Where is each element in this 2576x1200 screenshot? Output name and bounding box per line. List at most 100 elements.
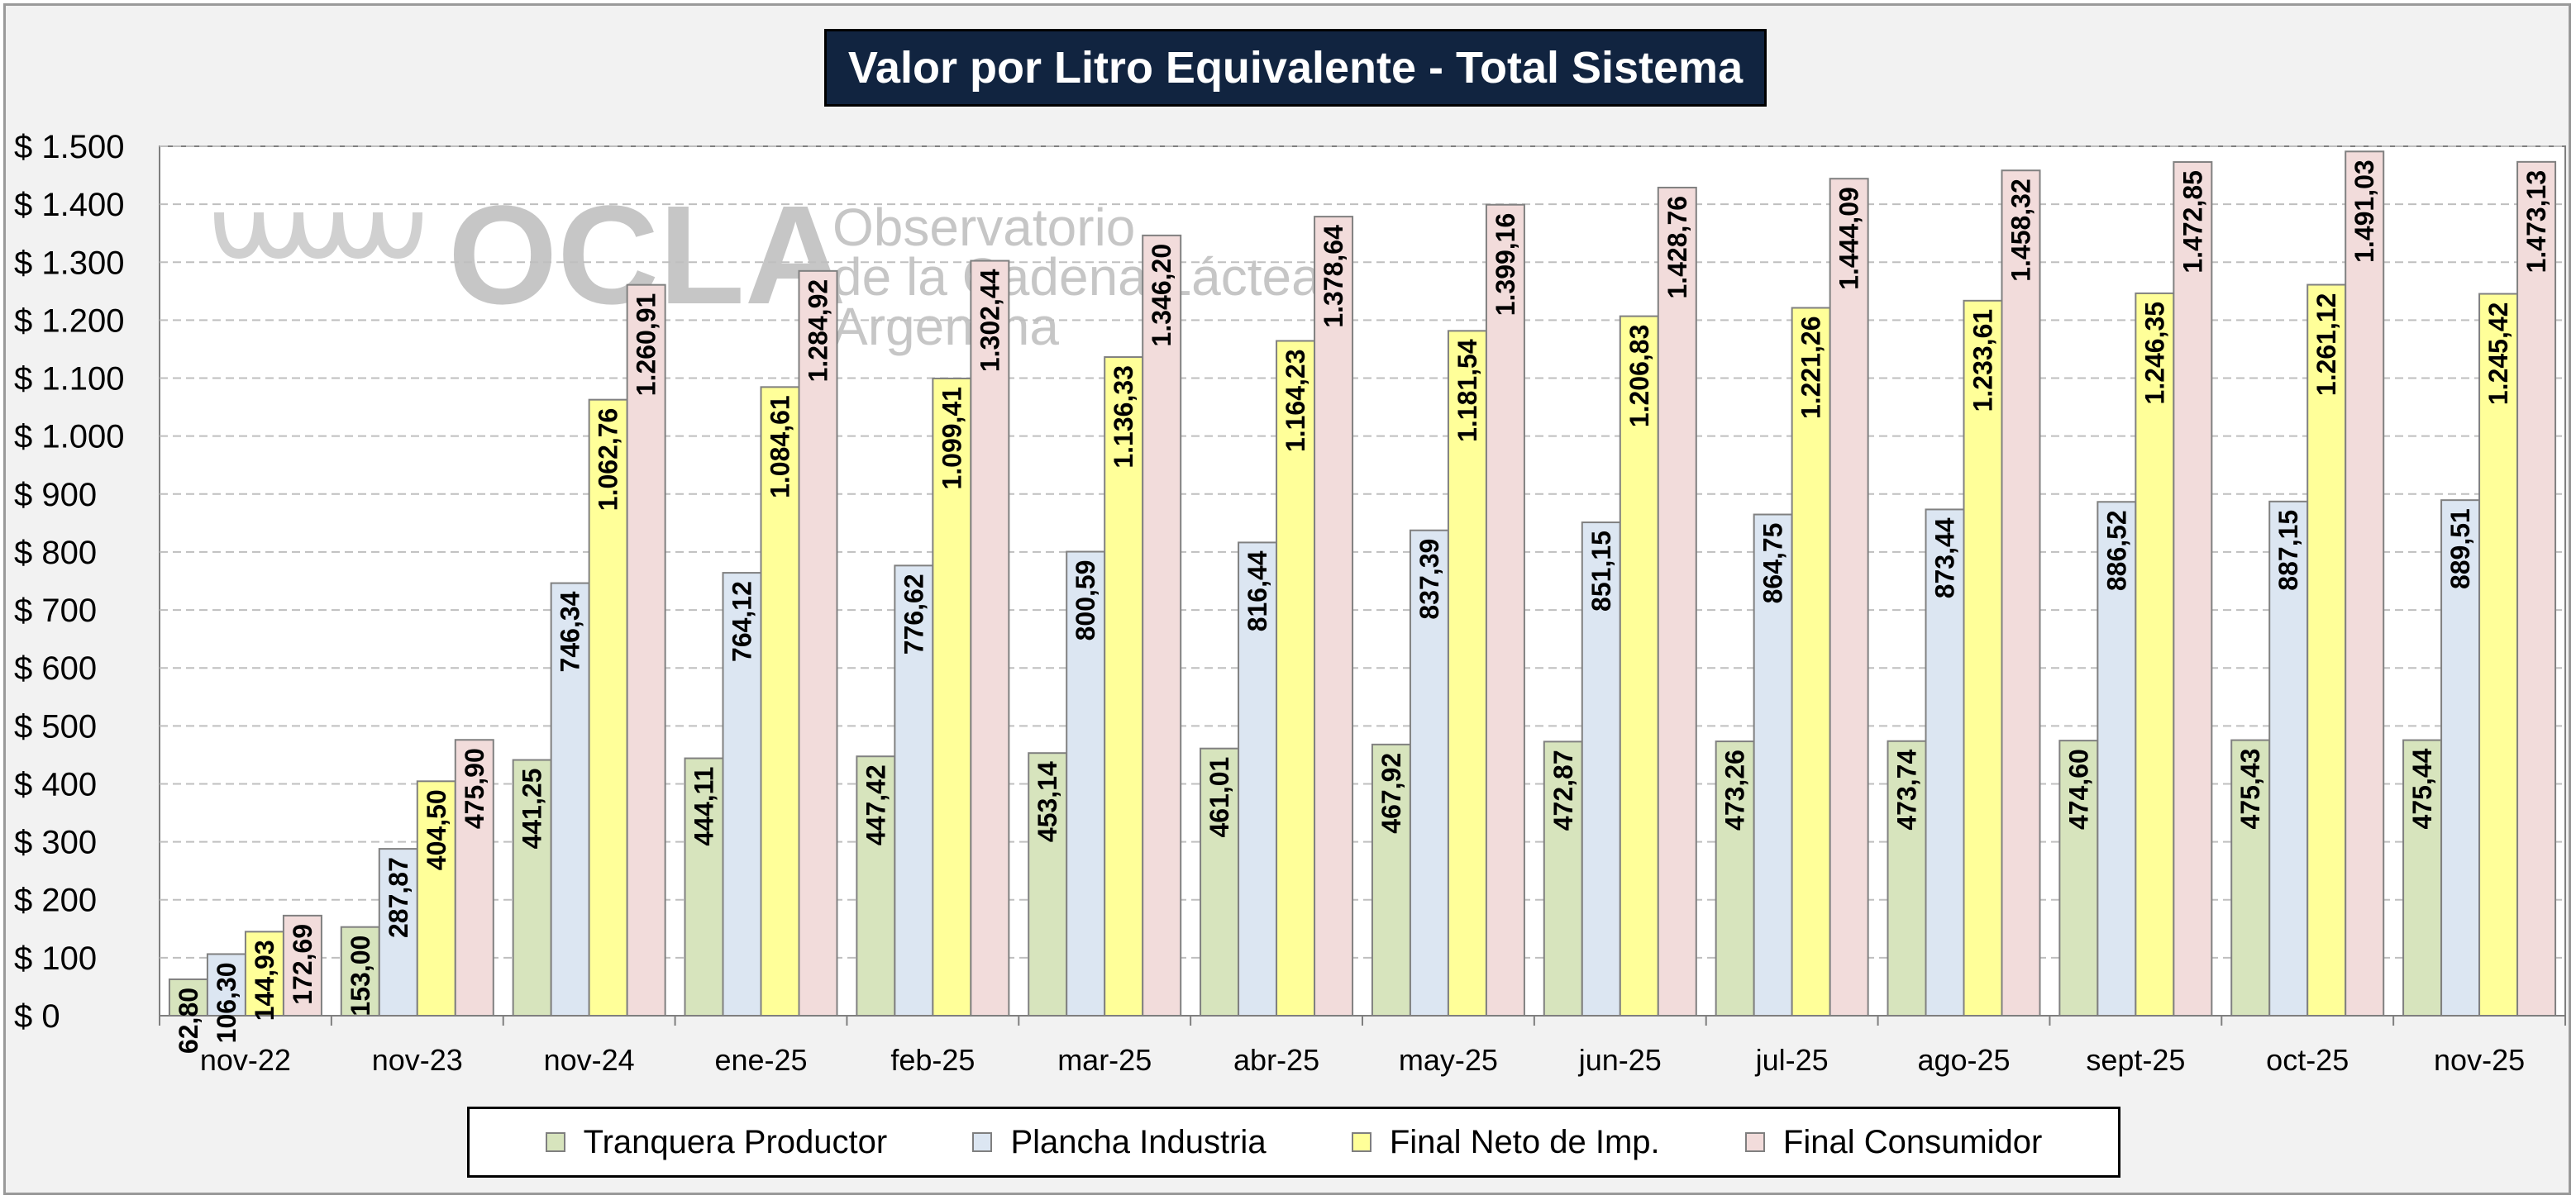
data-label: 1.206,83 — [1624, 325, 1654, 428]
legend-swatch — [972, 1132, 993, 1152]
data-label: 472,87 — [1548, 750, 1578, 831]
data-label: 1.062,76 — [594, 408, 623, 512]
data-label: 444,11 — [689, 767, 719, 846]
x-tick-label: nov-22 — [200, 1043, 291, 1077]
bar-tranquera-productor — [1200, 747, 1240, 1017]
watermark-line1: Observatorio — [832, 198, 1135, 257]
x-tick-label: mar-25 — [1057, 1043, 1152, 1077]
legend-item: Tranquera Productor — [545, 1123, 888, 1161]
x-tick-label: jul-25 — [1755, 1043, 1829, 1077]
data-label: 1.136,33 — [1109, 365, 1138, 469]
data-label: 1.346,20 — [1147, 244, 1176, 347]
bar-final-neto-de-imp — [244, 931, 284, 1017]
data-label: 1.472,85 — [2178, 170, 2207, 274]
y-tick-label: $ 1.200 — [14, 302, 124, 339]
data-label: 837,39 — [1414, 539, 1444, 620]
bar-final-consumidor — [2345, 150, 2385, 1017]
bar-final-consumidor — [1314, 216, 1354, 1017]
bar-final-consumidor — [2516, 160, 2557, 1017]
data-label: 1.378,64 — [1319, 225, 1348, 328]
bar-final-neto-de-imp — [2135, 292, 2175, 1017]
data-label: 873,44 — [1930, 517, 1960, 598]
y-tick-label: $ 1.000 — [14, 419, 124, 455]
data-label: 1.473,13 — [2521, 170, 2551, 274]
legend-label: Tranquera Productor — [583, 1123, 888, 1160]
bar-plancha-industria — [1753, 513, 1793, 1017]
data-label: 153,00 — [346, 936, 375, 1017]
y-tick-label: $ 1.300 — [14, 245, 124, 281]
bar-plancha-industria — [2440, 499, 2481, 1017]
x-tick-label: nov-23 — [372, 1043, 463, 1077]
data-label: 404,50 — [422, 789, 451, 870]
data-label: 864,75 — [1758, 523, 1788, 604]
x-tick-label: abr-25 — [1233, 1043, 1319, 1077]
bar-tranquera-productor — [2058, 740, 2099, 1017]
y-tick-label: $ 500 — [14, 708, 97, 745]
bar-final-consumidor — [1485, 203, 1525, 1017]
bar-plancha-industria — [722, 572, 762, 1017]
y-tick-label: $ 300 — [14, 825, 97, 861]
x-tick-label: oct-25 — [2266, 1043, 2349, 1077]
data-label: 475,90 — [460, 748, 489, 829]
data-label: 1.284,92 — [804, 279, 833, 383]
x-tick-label: jun-25 — [1578, 1043, 1662, 1077]
data-label: 887,15 — [2273, 510, 2303, 591]
data-label: 106,30 — [212, 962, 241, 1043]
ocla-logo-waves — [214, 212, 422, 260]
bar-plancha-industria — [378, 848, 418, 1017]
data-label: 1.084,61 — [766, 395, 795, 498]
bar-plancha-industria — [1238, 541, 1278, 1017]
legend-label: Final Neto de Imp. — [1389, 1123, 1660, 1160]
y-tick-label: $ 100 — [14, 940, 97, 977]
data-label: 475,43 — [2235, 749, 2265, 830]
data-label: 1.428,76 — [1662, 196, 1692, 299]
bar-final-neto-de-imp — [1791, 307, 1831, 1017]
data-label: 1.302,44 — [975, 269, 1004, 372]
legend-swatch — [1351, 1132, 1371, 1152]
y-tick-label: $ 700 — [14, 593, 97, 629]
data-label: 1.245,42 — [2483, 302, 2513, 406]
y-tick-label: $ 800 — [14, 535, 97, 571]
data-label: 1.246,35 — [2140, 302, 2169, 405]
bar-final-consumidor — [1142, 234, 1182, 1017]
bar-plancha-industria — [1925, 508, 1965, 1017]
data-label: 287,87 — [384, 857, 413, 938]
bar-plancha-industria — [1066, 550, 1106, 1017]
legend-swatch — [545, 1132, 565, 1152]
data-label: 473,26 — [1720, 750, 1750, 831]
bar-tranquera-productor — [340, 926, 380, 1017]
bar-final-consumidor — [970, 260, 1010, 1017]
data-label: 473,74 — [1892, 750, 1922, 831]
y-tick-label: $ 1.100 — [14, 361, 124, 398]
data-label: 1.221,26 — [1796, 316, 1826, 419]
legend-item: Final Consumidor — [1744, 1124, 2042, 1161]
data-label: 1.099,41 — [937, 387, 966, 490]
data-label: 172,69 — [288, 924, 317, 1005]
data-label: 889,51 — [2445, 508, 2475, 589]
bar-plancha-industria — [2268, 500, 2309, 1017]
data-label: 1.491,03 — [2349, 160, 2379, 263]
data-label: 467,92 — [1376, 753, 1406, 834]
y-tick-label: $ 0 — [14, 998, 60, 1035]
data-label: 1.260,91 — [632, 293, 661, 397]
bar-final-consumidor — [2001, 169, 2041, 1017]
x-tick-label: ene-25 — [714, 1043, 807, 1077]
data-label: 461,01 — [1205, 757, 1234, 838]
bar-plancha-industria — [550, 582, 590, 1017]
y-tick-label: $ 900 — [14, 477, 97, 513]
data-label: 851,15 — [1586, 531, 1616, 612]
chart-frame: OCLA Observatorio de la Cadena Láctea Argen… — [3, 3, 2571, 1195]
x-tick-label: feb-25 — [890, 1043, 975, 1077]
y-tick-label: $ 1.500 — [14, 129, 124, 165]
bar-final-neto-de-imp — [588, 398, 628, 1017]
data-label: 62,80 — [174, 988, 203, 1054]
data-label: 764,12 — [727, 581, 757, 662]
bar-tranquera-productor — [1543, 740, 1583, 1017]
legend-label: Plancha Industria — [1010, 1123, 1267, 1160]
bar-final-consumidor — [454, 739, 494, 1017]
bar-plancha-industria — [206, 953, 246, 1017]
y-tick-label: $ 600 — [14, 650, 97, 687]
bar-final-consumidor — [1657, 186, 1697, 1017]
